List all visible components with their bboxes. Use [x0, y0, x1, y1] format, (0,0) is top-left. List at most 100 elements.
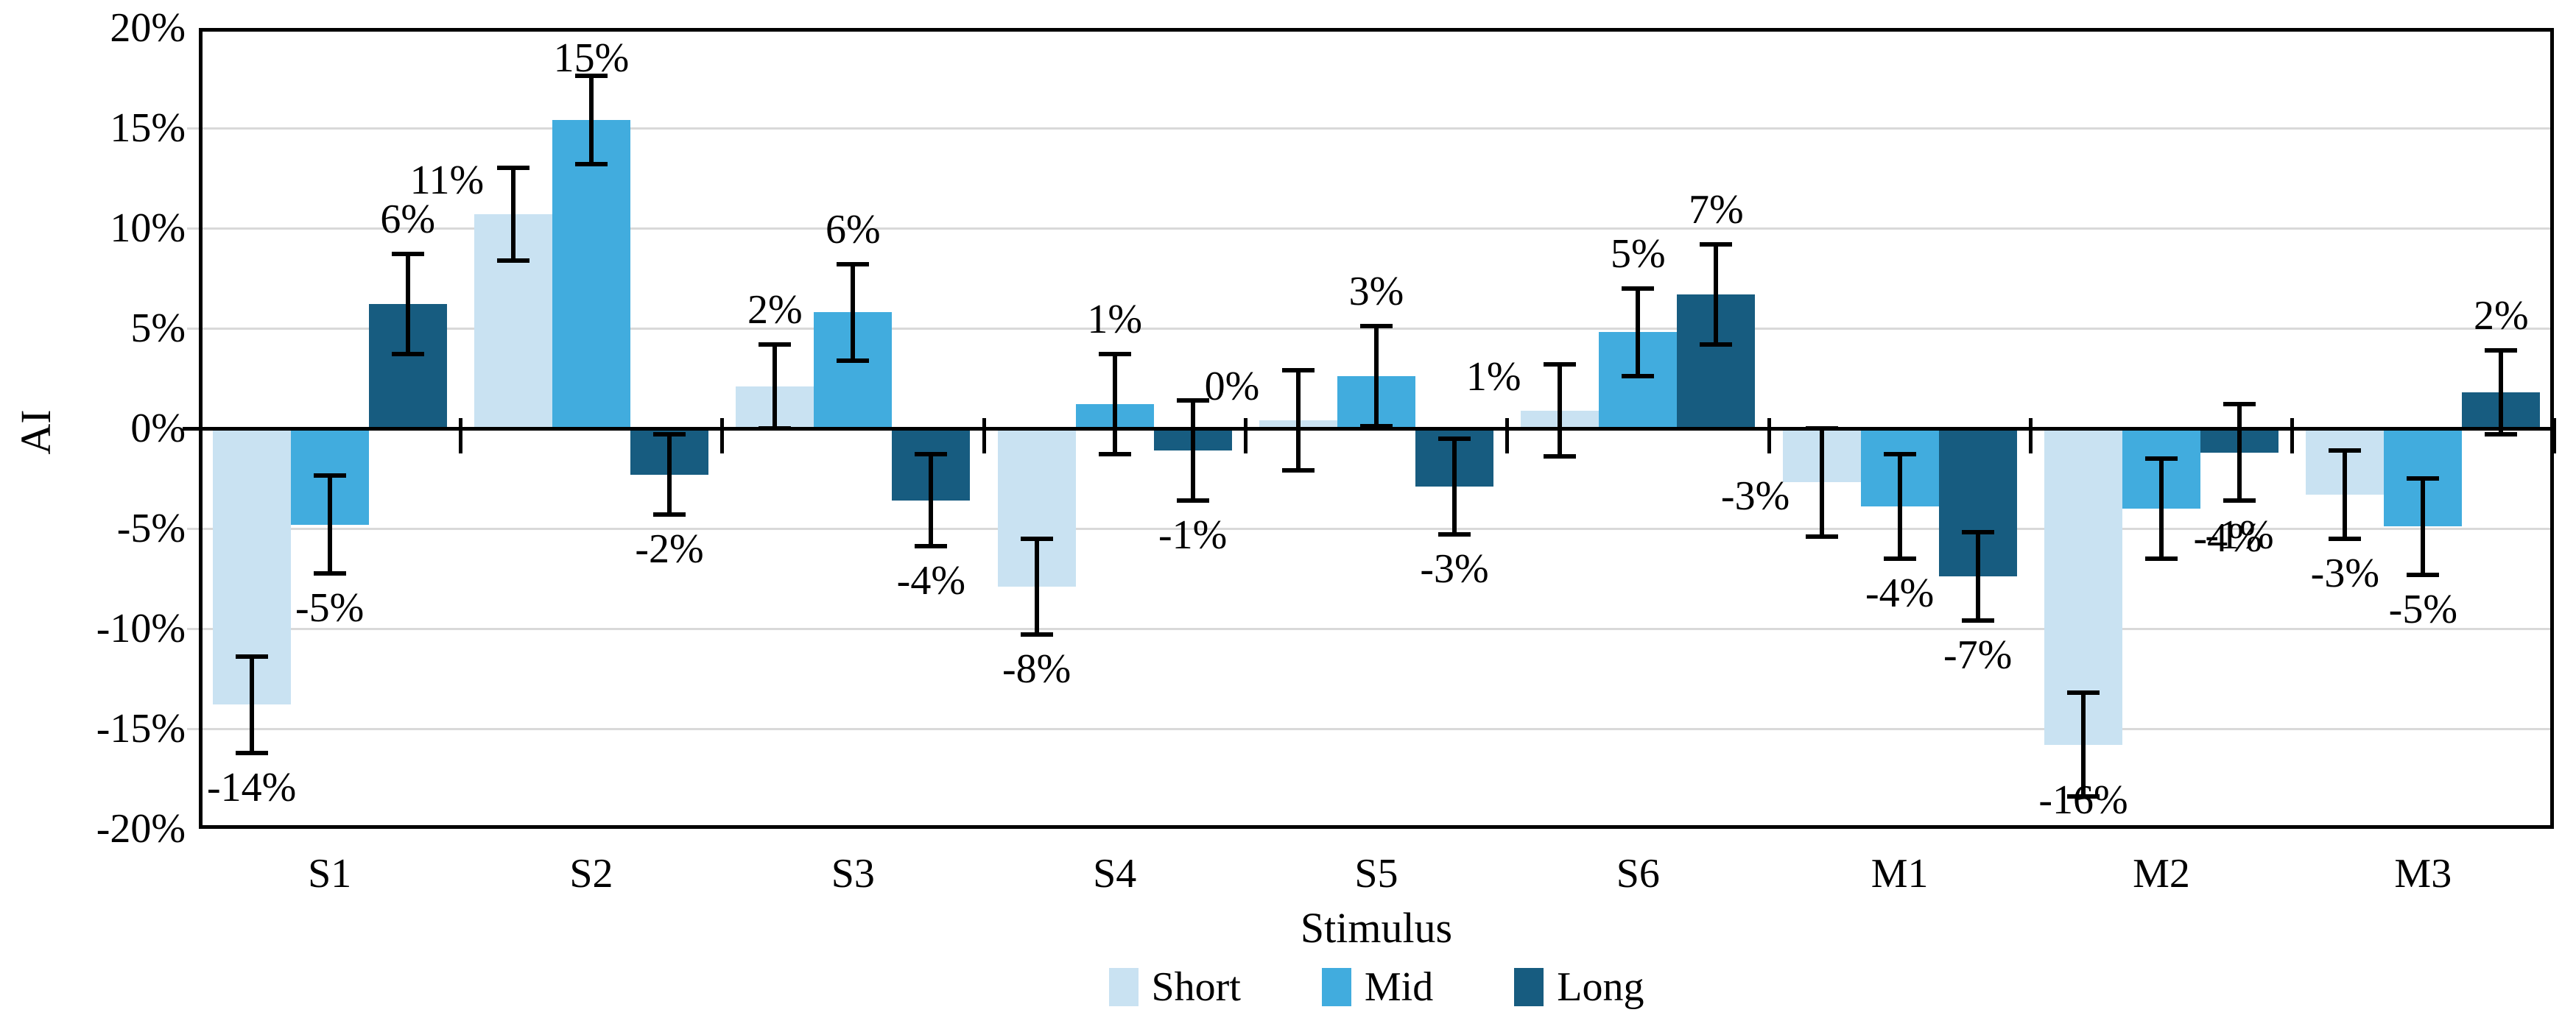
- error-bar: [1558, 364, 1563, 457]
- x-tick-label: M3: [2394, 851, 2452, 897]
- error-bar-cap: [235, 750, 268, 755]
- error-bar-cap: [313, 473, 346, 478]
- error-bar-cap: [1438, 532, 1471, 537]
- error-bar-cap: [759, 426, 792, 431]
- error-bar-cap: [313, 571, 346, 576]
- error-bar: [1819, 428, 1824, 537]
- bar-label: -3%: [1420, 546, 1489, 593]
- error-bar-cap: [1176, 498, 1209, 503]
- x-tick-label: S3: [831, 851, 875, 897]
- error-bar: [249, 657, 254, 753]
- error-bar-cap: [1098, 352, 1131, 357]
- bar-label: 3%: [1348, 269, 1404, 315]
- y-tick: [187, 127, 199, 130]
- legend-swatch-short: [1108, 968, 1139, 1006]
- error-bar-cap: [1360, 324, 1393, 329]
- legend-swatch-long: [1514, 968, 1544, 1006]
- y-tick-label: 0%: [130, 406, 186, 451]
- bar-label: -8%: [1002, 646, 1071, 693]
- bar: [552, 120, 630, 428]
- x-tick-label: M2: [2133, 851, 2190, 897]
- error-bar-cap: [837, 261, 870, 266]
- error-bar-cap: [391, 352, 424, 357]
- error-bar-cap: [2067, 794, 2100, 799]
- error-bar-cap: [575, 74, 608, 79]
- x-tick-label: S4: [1093, 851, 1137, 897]
- error-bar: [667, 434, 672, 515]
- error-bar-cap: [1544, 361, 1577, 367]
- legend-label-mid: Mid: [1364, 964, 1434, 1010]
- legend-item-mid: Mid: [1321, 961, 1434, 1013]
- error-bar-cap: [1883, 556, 1916, 561]
- legend-item-short: Short: [1108, 961, 1241, 1013]
- error-bar: [1112, 354, 1117, 455]
- y-tick: [187, 227, 199, 230]
- x-tick: [1243, 418, 1247, 453]
- bar-label: 7%: [1689, 186, 1744, 233]
- x-tick: [458, 418, 462, 453]
- error-bar-cap: [497, 166, 529, 171]
- error-bar: [851, 264, 856, 361]
- error-bar-cap: [1438, 436, 1471, 441]
- error-bar-cap: [497, 258, 529, 263]
- bar-label: -7%: [1943, 632, 2013, 679]
- error-bar: [2081, 693, 2086, 797]
- y-tick-label: -5%: [116, 506, 186, 551]
- legend-label-long: Long: [1557, 964, 1644, 1010]
- gridline: [200, 227, 2552, 230]
- x-tick: [2290, 418, 2295, 453]
- legend-item-long: Long: [1514, 961, 1644, 1013]
- error-bar-cap: [2329, 448, 2362, 453]
- error-bar-cap: [1176, 397, 1209, 403]
- bar-label: 15%: [553, 35, 630, 81]
- error-bar: [1897, 454, 1902, 559]
- error-bar: [2237, 404, 2242, 501]
- error-bar: [511, 168, 515, 261]
- bar-label: -2%: [635, 526, 704, 572]
- bar-label: -5%: [2388, 586, 2457, 632]
- y-tick: [187, 527, 199, 530]
- bar-label: -3%: [1720, 473, 1790, 520]
- error-bar-cap: [837, 358, 870, 363]
- x-tick: [720, 418, 725, 453]
- error-bar-cap: [2407, 572, 2440, 577]
- error-bar: [589, 76, 594, 164]
- bar-label: -16%: [2038, 777, 2128, 823]
- error-bar-cap: [1020, 632, 1053, 637]
- bar-label: -14%: [207, 764, 297, 810]
- x-tick-label: M1: [1871, 851, 1929, 897]
- error-bar-cap: [1020, 536, 1053, 541]
- error-bar-cap: [653, 432, 686, 437]
- y-tick-label: -15%: [96, 706, 186, 752]
- x-tick: [982, 418, 986, 453]
- error-bar: [1975, 532, 1980, 621]
- error-bar: [2159, 458, 2164, 559]
- error-bar-cap: [2485, 432, 2518, 437]
- error-bar: [2421, 478, 2426, 575]
- error-bar-cap: [391, 252, 424, 257]
- x-tick-label: S6: [1616, 851, 1660, 897]
- legend-swatch-mid: [1321, 968, 1351, 1006]
- x-axis-title: Stimulus: [1300, 904, 1453, 952]
- error-bar-cap: [1961, 530, 1994, 535]
- bar-label: 2%: [747, 286, 803, 333]
- error-bar-cap: [2145, 456, 2178, 461]
- error-bar-cap: [235, 654, 268, 660]
- x-tick-label: S2: [569, 851, 613, 897]
- bar-label: -4%: [1865, 570, 1935, 616]
- error-bar-cap: [2223, 402, 2256, 407]
- error-bar-cap: [1360, 424, 1393, 429]
- error-bar-cap: [1282, 368, 1315, 373]
- error-bar-cap: [1805, 426, 1838, 431]
- error-bar: [1636, 288, 1641, 377]
- bar-label: 0%: [1204, 364, 1260, 410]
- error-bar-cap: [915, 544, 948, 549]
- error-bar-cap: [1700, 241, 1733, 247]
- error-bar-cap: [2145, 556, 2178, 561]
- gridline: [200, 727, 2552, 730]
- y-tick-label: 20%: [110, 5, 186, 51]
- error-bar: [1374, 326, 1379, 427]
- bar-label: 6%: [380, 197, 435, 243]
- error-bar: [2499, 350, 2504, 435]
- error-bar-cap: [653, 512, 686, 517]
